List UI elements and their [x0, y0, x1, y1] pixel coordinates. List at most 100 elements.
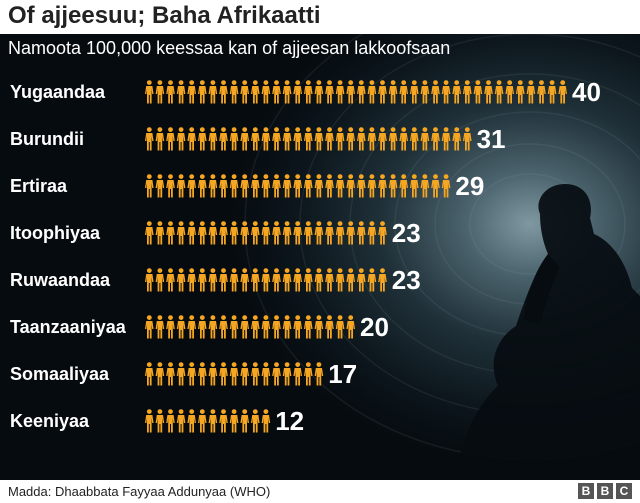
person-icon	[357, 174, 366, 198]
person-icon	[166, 127, 175, 151]
person-icon	[335, 80, 345, 104]
person-icon	[304, 80, 313, 104]
person-icon	[484, 80, 493, 104]
person-icon	[314, 80, 324, 104]
person-icon	[272, 80, 281, 104]
value-label: 29	[455, 171, 485, 201]
person-icon	[304, 315, 313, 339]
person-icon	[251, 174, 260, 198]
footer: Madda: Dhaabbata Fayyaa Addunyaa (WHO) B…	[0, 480, 640, 503]
person-icon	[187, 80, 196, 104]
category-label: Ertiraa	[10, 176, 68, 196]
person-icon	[558, 80, 567, 104]
person-icon	[219, 221, 228, 245]
person-icon	[282, 221, 292, 245]
person-icon	[208, 127, 218, 151]
person-icon	[547, 80, 557, 104]
person-icon	[251, 409, 260, 433]
person-icon	[357, 221, 366, 245]
person-icon	[431, 174, 440, 198]
person-icon	[293, 127, 302, 151]
person-icon	[261, 174, 271, 198]
person-icon	[304, 362, 313, 386]
person-icon	[145, 362, 154, 386]
person-icon	[240, 409, 249, 433]
person-icon	[293, 174, 302, 198]
person-icon	[399, 127, 408, 151]
person-icon	[240, 221, 249, 245]
person-icon	[251, 127, 260, 151]
person-icon	[208, 268, 218, 292]
person-icon	[325, 127, 334, 151]
person-icon	[145, 127, 154, 151]
person-icon	[145, 268, 154, 292]
person-icon	[187, 362, 196, 386]
logo-block: B	[597, 483, 613, 499]
person-icon	[261, 127, 271, 151]
person-icon	[494, 80, 504, 104]
person-icon-bar	[145, 362, 324, 386]
person-icon	[155, 174, 165, 198]
person-icon	[155, 80, 165, 104]
person-icon	[187, 174, 196, 198]
person-icon	[335, 127, 345, 151]
person-icon	[229, 80, 239, 104]
person-icon	[272, 315, 281, 339]
person-icon	[346, 174, 355, 198]
bbc-logo: B B C	[578, 483, 632, 499]
person-icon	[229, 221, 239, 245]
logo-block: B	[578, 483, 594, 499]
person-icon	[272, 174, 281, 198]
person-icon	[261, 362, 271, 386]
person-icon	[261, 221, 271, 245]
person-icon-bar	[145, 268, 387, 292]
person-icon	[282, 268, 292, 292]
person-icon	[272, 362, 281, 386]
person-icon	[198, 362, 207, 386]
person-icon	[282, 127, 292, 151]
person-icon	[155, 362, 165, 386]
person-icon	[208, 174, 218, 198]
person-icon	[304, 268, 313, 292]
person-icon	[166, 362, 175, 386]
person-icon	[441, 174, 451, 198]
person-icon	[187, 315, 196, 339]
person-icon	[261, 409, 271, 433]
person-icon	[314, 221, 324, 245]
logo-block: C	[616, 483, 632, 499]
person-icon	[251, 268, 260, 292]
person-icon	[516, 80, 525, 104]
person-icon	[357, 268, 366, 292]
person-icon	[240, 268, 249, 292]
chart-subtitle: Namoota 100,000 keessaa kan of ajjeesan …	[8, 38, 451, 58]
person-icon	[314, 268, 324, 292]
person-icon	[176, 362, 186, 386]
person-icon	[219, 127, 228, 151]
person-icon	[293, 221, 302, 245]
person-icon	[155, 315, 165, 339]
category-label: Burundii	[10, 129, 84, 149]
chart-panel: Namoota 100,000 keessaa kan of ajjeesan …	[0, 34, 640, 480]
person-icon	[335, 174, 345, 198]
value-label: 23	[391, 218, 421, 248]
person-icon	[431, 80, 440, 104]
person-icon	[325, 80, 334, 104]
person-icon	[166, 268, 175, 292]
person-icon	[145, 80, 154, 104]
person-icon	[420, 127, 430, 151]
person-icon	[145, 315, 154, 339]
category-label: Yugaandaa	[10, 82, 106, 102]
person-icon-bar	[145, 127, 472, 151]
person-icon	[293, 268, 302, 292]
person-icon	[505, 80, 514, 104]
category-label: Taanzaaniyaa	[10, 317, 126, 337]
person-icon	[420, 80, 430, 104]
person-icon	[166, 174, 175, 198]
person-icon	[176, 80, 186, 104]
person-icon-bar	[145, 315, 355, 339]
person-icon	[166, 221, 175, 245]
person-icon	[410, 80, 419, 104]
person-icon	[314, 174, 324, 198]
person-icon	[240, 127, 249, 151]
person-icon	[293, 362, 302, 386]
